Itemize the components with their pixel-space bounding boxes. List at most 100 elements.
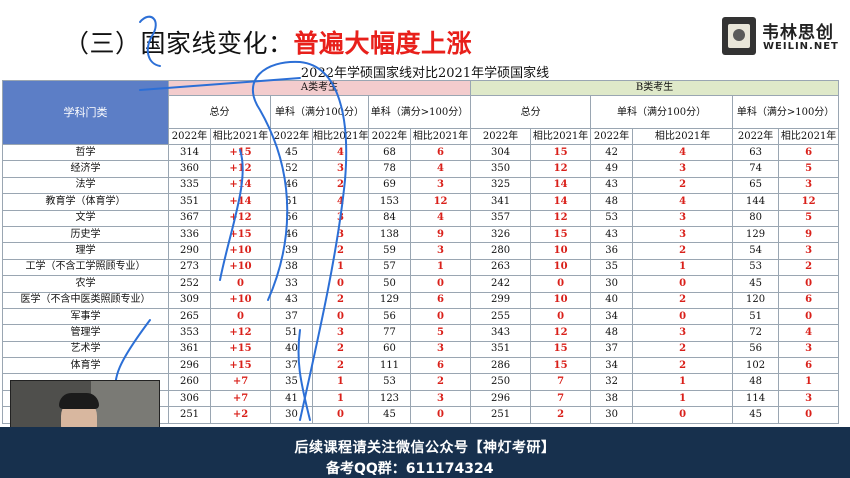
change-cell: 14	[530, 176, 592, 195]
score-cell: 335	[168, 176, 211, 195]
subject-name: 军事学	[2, 307, 169, 326]
change-cell: 3	[409, 389, 472, 408]
score-cell: 77	[368, 324, 411, 342]
score-cell: 45	[368, 406, 411, 424]
score-cell: 38	[270, 258, 313, 277]
subject-header: 学科门类	[2, 80, 169, 145]
change-cell: 10	[530, 291, 592, 309]
table-row: 理学 290 +10 39 2 59 3 280 10 36 2 54 3	[2, 242, 840, 260]
change-cell: 4	[632, 143, 734, 162]
change-cell: 2	[530, 406, 592, 424]
subject-name: 法学	[2, 176, 169, 195]
change-cell: 3	[312, 209, 369, 227]
score-cell: 260	[168, 373, 211, 391]
change-cell: 1	[312, 258, 369, 277]
score-cell: 33	[270, 275, 313, 293]
change-cell: 3	[312, 324, 369, 342]
change-cell: 0	[632, 275, 734, 293]
score-cell: 49	[590, 160, 634, 178]
score-cell: 39	[270, 242, 313, 260]
score-cell: 36	[590, 242, 634, 260]
change-cell: 0	[632, 406, 734, 424]
table-row: 农学 252 0 33 0 50 0 242 0 30 0 45 0	[2, 275, 840, 293]
change-cell: 3	[778, 242, 840, 260]
subject-name: 理学	[2, 242, 169, 260]
score-cell: 251	[168, 406, 211, 424]
score-cell: 250	[470, 373, 532, 391]
change-cell: +15	[210, 357, 271, 375]
change-cell: 0	[409, 275, 472, 293]
score-cell: 326	[470, 225, 532, 244]
score-cell: 367	[168, 209, 211, 227]
score-cell: 59	[368, 242, 411, 260]
compare-header: 相比2021年	[530, 128, 592, 145]
score-cell: 46	[270, 176, 313, 195]
table-row: 医学（不含中医类照顾专业） 309 +10 43 2 129 6 299 10 40 2 120 6	[2, 291, 840, 309]
score-cell: 263	[470, 258, 532, 277]
score-cell: 111	[368, 357, 411, 375]
change-cell: 3	[409, 242, 472, 260]
subject-name: 医学（不含中医类照顾专业）	[2, 291, 169, 309]
score-cell: 56	[732, 340, 780, 359]
score-cell: 63	[732, 143, 780, 162]
score-cell: 252	[168, 275, 211, 293]
change-cell: +2	[210, 406, 271, 424]
table-row: 体育学 296 +15 37 2 111 6 286 15 34 2 102 6	[2, 357, 840, 375]
subject-name: 农学	[2, 275, 169, 293]
score-cell: 32	[590, 373, 634, 391]
presenter-hair	[59, 393, 99, 409]
change-cell: 0	[210, 275, 271, 293]
change-cell: +15	[210, 340, 271, 359]
change-cell: 3	[632, 160, 734, 178]
a-total-header: 总分	[168, 95, 271, 129]
compare-header: 相比2021年	[210, 128, 271, 145]
change-cell: 7	[530, 373, 592, 391]
compare-header: 相比2021年	[312, 128, 369, 145]
change-cell: 6	[409, 291, 472, 309]
table-row: 经济学 360 +12 52 3 78 4 350 12 49 3 74 5	[2, 160, 840, 178]
score-cell: 51	[270, 193, 313, 211]
b-single-gt100-header: 单科（满分>100分）	[732, 95, 840, 129]
subject-name: 管理学	[2, 324, 169, 342]
score-cell: 114	[732, 389, 780, 408]
change-cell: 0	[530, 275, 592, 293]
change-cell: 0	[210, 307, 271, 326]
change-cell: +7	[210, 389, 271, 408]
change-cell: +10	[210, 258, 271, 277]
table-row: 法学 335 +14 46 2 69 3 325 14 43 2 65 3	[2, 176, 840, 195]
change-cell: +15	[210, 225, 271, 244]
change-cell: +10	[210, 291, 271, 309]
score-cell: 273	[168, 258, 211, 277]
score-cell: 325	[470, 176, 532, 195]
score-cell: 144	[732, 193, 780, 211]
change-cell: 1	[632, 373, 734, 391]
change-cell: 6	[778, 143, 840, 162]
score-cell: 30	[270, 406, 313, 424]
change-cell: 2	[312, 291, 369, 309]
compare-header: 相比2021年	[778, 128, 840, 145]
table-row: 工学（不含工学照顾专业） 273 +10 38 1 57 1 263 10 35 1 53 2	[2, 258, 840, 277]
change-cell: 7	[530, 389, 592, 408]
table-row: 教育学（体育学） 351 +14 51 4 153 12 341 14 48 4 144 12	[2, 193, 840, 211]
score-cell: 309	[168, 291, 211, 309]
score-cell: 84	[368, 209, 411, 227]
score-cell: 45	[270, 143, 313, 162]
change-cell: 1	[409, 258, 472, 277]
change-cell: 3	[409, 340, 472, 359]
b-single100-header: 单科（满分100分）	[590, 95, 734, 129]
change-cell: 3	[632, 209, 734, 227]
compare-header: 相比2021年	[632, 128, 734, 145]
change-cell: 2	[312, 176, 369, 195]
change-cell: 0	[409, 406, 472, 424]
change-cell: 0	[312, 275, 369, 293]
change-cell: 3	[778, 340, 840, 359]
score-cell: 341	[470, 193, 532, 211]
a-single100-header: 单科（满分100分）	[270, 95, 369, 129]
table-row: 艺术学 361 +15 40 2 60 3 351 15 37 2 56 3	[2, 340, 840, 359]
change-cell: 6	[778, 357, 840, 375]
score-cell: 40	[270, 340, 313, 359]
score-cell: 360	[168, 160, 211, 178]
group-b-header: B类考生	[470, 80, 840, 96]
group-a-header: A类考生	[167, 80, 472, 96]
score-cell: 37	[590, 340, 634, 359]
